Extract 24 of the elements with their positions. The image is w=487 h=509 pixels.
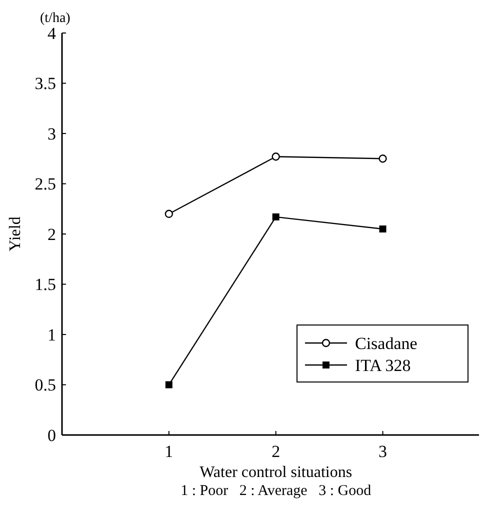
y-tick-label: 2 bbox=[48, 224, 56, 244]
x-axis-title: Water control situations bbox=[200, 464, 352, 481]
x-tick-label: 2 bbox=[272, 442, 280, 461]
y-tick-label: 4 bbox=[48, 24, 56, 43]
x-tick-label: 3 bbox=[378, 442, 388, 461]
y-tick-label: 2.5 bbox=[34, 174, 56, 194]
text: (t/ha) bbox=[40, 11, 71, 26]
point bbox=[378, 154, 387, 163]
point bbox=[272, 152, 280, 161]
text: 1 : Poor 2 : Average 3 : Good bbox=[180, 483, 372, 499]
point bbox=[379, 225, 386, 232]
y-tick-label: 3.5 bbox=[34, 74, 56, 94]
legend-label: Cisadane bbox=[355, 334, 418, 353]
x-tick-label: 1 bbox=[164, 442, 174, 461]
y-tick-label: 3 bbox=[48, 124, 56, 144]
legend-label: ITA 328 bbox=[355, 356, 411, 375]
y-tick-label: 1 bbox=[48, 325, 56, 344]
y-tick-label: 0 bbox=[48, 426, 56, 445]
y-tick-label: 0.5 bbox=[34, 376, 56, 395]
point bbox=[272, 213, 280, 220]
y-axis-title: Yield bbox=[7, 216, 24, 252]
y-tick-label: 1.5 bbox=[34, 275, 56, 294]
point bbox=[165, 381, 172, 388]
point bbox=[164, 210, 174, 218]
